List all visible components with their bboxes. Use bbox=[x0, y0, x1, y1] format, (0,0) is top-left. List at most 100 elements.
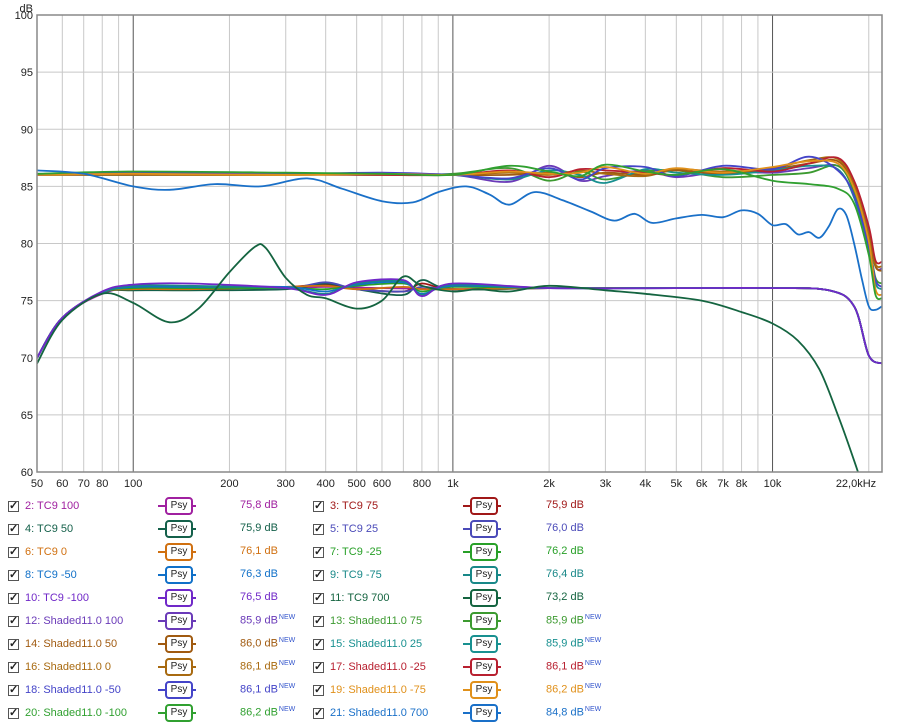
legend-label: 12: Shaded11.0 100 bbox=[25, 615, 124, 627]
legend-value: 86,0 dBNEW bbox=[240, 637, 295, 650]
legend-checkbox[interactable] bbox=[8, 706, 19, 719]
legend-value: 85,9 dBNEW bbox=[240, 614, 295, 627]
legend-value-text: 76,5 dB bbox=[240, 591, 278, 603]
legend-value: 86,2 dBNEW bbox=[546, 683, 601, 696]
series-line-10 bbox=[37, 243, 859, 472]
x-tick-label: 8k bbox=[736, 478, 748, 490]
legend-checkbox[interactable] bbox=[313, 660, 324, 673]
legend-checkbox[interactable] bbox=[8, 660, 19, 673]
legend-item: 13: Shaded11.0 75 bbox=[313, 611, 422, 631]
legend-item: 21: Shaded11.0 700 bbox=[313, 703, 428, 723]
new-badge: NEW bbox=[584, 683, 602, 690]
legend-label: 5: TC9 25 bbox=[330, 523, 379, 535]
legend-item: 4: TC9 50 bbox=[8, 519, 73, 539]
new-badge: NEW bbox=[584, 660, 602, 667]
psy-label: Psy bbox=[470, 658, 498, 676]
psy-label: Psy bbox=[470, 681, 498, 699]
series-group bbox=[37, 155, 882, 472]
series-line-18 bbox=[37, 159, 882, 296]
legend-value-text: 76,0 dB bbox=[546, 522, 584, 534]
legend-value-text: 76,2 dB bbox=[546, 545, 584, 557]
legend-item: 5: TC9 25 bbox=[313, 519, 378, 539]
y-tick-label: 60 bbox=[21, 467, 33, 479]
psy-smoothing-button[interactable]: Psy bbox=[463, 566, 501, 584]
psy-smoothing-button[interactable]: Psy bbox=[463, 543, 501, 561]
y-tick-label: 85 bbox=[21, 181, 33, 193]
legend-checkbox[interactable] bbox=[313, 591, 324, 604]
new-badge: NEW bbox=[584, 614, 602, 621]
legend-value: 73,2 dB bbox=[546, 591, 584, 603]
legend-checkbox[interactable] bbox=[313, 683, 324, 696]
y-tick-label: 90 bbox=[21, 124, 33, 136]
psy-smoothing-button[interactable]: Psy bbox=[463, 635, 501, 653]
psy-label: Psy bbox=[470, 635, 498, 653]
legend-checkbox[interactable] bbox=[8, 683, 19, 696]
psy-smoothing-button[interactable]: Psy bbox=[158, 658, 196, 676]
psy-smoothing-button[interactable]: Psy bbox=[158, 520, 196, 538]
legend-checkbox[interactable] bbox=[8, 614, 19, 627]
legend-checkbox[interactable] bbox=[313, 706, 324, 719]
y-tick-label: 95 bbox=[21, 67, 33, 79]
legend-checkbox[interactable] bbox=[8, 499, 19, 512]
new-badge: NEW bbox=[278, 706, 296, 713]
psy-smoothing-button[interactable]: Psy bbox=[463, 520, 501, 538]
y-tick-label: 80 bbox=[21, 239, 33, 251]
psy-smoothing-button[interactable]: Psy bbox=[463, 704, 501, 722]
psy-smoothing-button[interactable]: Psy bbox=[158, 543, 196, 561]
psy-smoothing-button[interactable]: Psy bbox=[158, 635, 196, 653]
y-tick-label: 75 bbox=[21, 296, 33, 308]
legend-value-text: 86,1 dB bbox=[240, 683, 278, 696]
psy-label: Psy bbox=[165, 497, 193, 515]
new-badge: NEW bbox=[278, 637, 296, 644]
legend-label: 10: TC9 -100 bbox=[25, 592, 90, 604]
psy-smoothing-button[interactable]: Psy bbox=[463, 589, 501, 607]
psy-label: Psy bbox=[165, 681, 193, 699]
x-tick-label: 600 bbox=[373, 478, 391, 490]
psy-smoothing-button[interactable]: Psy bbox=[158, 612, 196, 630]
legend-value: 76,2 dB bbox=[546, 545, 584, 557]
psy-smoothing-button[interactable]: Psy bbox=[463, 658, 501, 676]
psy-smoothing-button[interactable]: Psy bbox=[158, 589, 196, 607]
psy-smoothing-button[interactable]: Psy bbox=[158, 566, 196, 584]
x-tick-label: 70 bbox=[78, 478, 90, 490]
psy-smoothing-button[interactable]: Psy bbox=[463, 497, 501, 515]
legend-checkbox[interactable] bbox=[313, 637, 324, 650]
legend-value-text: 86,2 dB bbox=[240, 706, 278, 719]
legend-checkbox[interactable] bbox=[8, 591, 19, 604]
legend-value-text: 86,0 dB bbox=[240, 637, 278, 650]
x-tick-label: 60 bbox=[56, 478, 68, 490]
x-tick-label: 7k bbox=[717, 478, 729, 490]
x-tick-label: 5k bbox=[671, 478, 683, 490]
legend-item: 17: Shaded11.0 -25 bbox=[313, 657, 426, 677]
legend-value: 85,9 dBNEW bbox=[546, 614, 601, 627]
legend-checkbox[interactable] bbox=[313, 614, 324, 627]
psy-label: Psy bbox=[165, 543, 193, 561]
psy-smoothing-button[interactable]: Psy bbox=[158, 681, 196, 699]
legend-label: 15: Shaded11.0 25 bbox=[330, 638, 423, 650]
psy-smoothing-button[interactable]: Psy bbox=[463, 681, 501, 699]
psy-smoothing-button[interactable]: Psy bbox=[158, 704, 196, 722]
x-tick-label: 50 bbox=[31, 478, 43, 490]
legend-value: 76,1 dB bbox=[240, 545, 278, 557]
legend-checkbox[interactable] bbox=[8, 522, 19, 535]
psy-smoothing-button[interactable]: Psy bbox=[158, 497, 196, 515]
psy-smoothing-button[interactable]: Psy bbox=[463, 612, 501, 630]
legend-checkbox[interactable] bbox=[313, 545, 324, 558]
legend-label: 8: TC9 -50 bbox=[25, 569, 77, 581]
legend-checkbox[interactable] bbox=[8, 637, 19, 650]
legend-checkbox[interactable] bbox=[8, 545, 19, 558]
legend-value: 75,9 dB bbox=[546, 499, 584, 511]
legend-value-text: 76,1 dB bbox=[240, 545, 278, 557]
legend-label: 3: TC9 75 bbox=[330, 500, 379, 512]
y-axis-label: dB bbox=[20, 3, 33, 15]
legend-value: 86,1 dBNEW bbox=[240, 660, 295, 673]
legend-value-text: 73,2 dB bbox=[546, 591, 584, 603]
legend-checkbox[interactable] bbox=[313, 522, 324, 535]
series-line-19 bbox=[37, 163, 882, 301]
legend-checkbox[interactable] bbox=[8, 568, 19, 581]
legend-value-text: 86,1 dB bbox=[240, 660, 278, 673]
legend-checkbox[interactable] bbox=[313, 568, 324, 581]
psy-label: Psy bbox=[165, 566, 193, 584]
legend-checkbox[interactable] bbox=[313, 499, 324, 512]
legend-value-text: 75,9 dB bbox=[546, 499, 584, 511]
